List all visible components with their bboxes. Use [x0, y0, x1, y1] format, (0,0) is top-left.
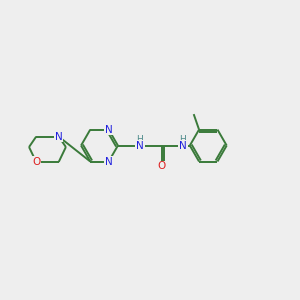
Text: N: N [136, 140, 144, 151]
Text: N: N [105, 157, 112, 166]
Text: O: O [158, 161, 166, 171]
Text: N: N [55, 132, 63, 142]
Text: H: H [136, 134, 143, 143]
Text: N: N [179, 140, 187, 151]
Text: H: H [179, 134, 186, 143]
Text: O: O [32, 157, 40, 167]
Text: N: N [105, 124, 112, 135]
